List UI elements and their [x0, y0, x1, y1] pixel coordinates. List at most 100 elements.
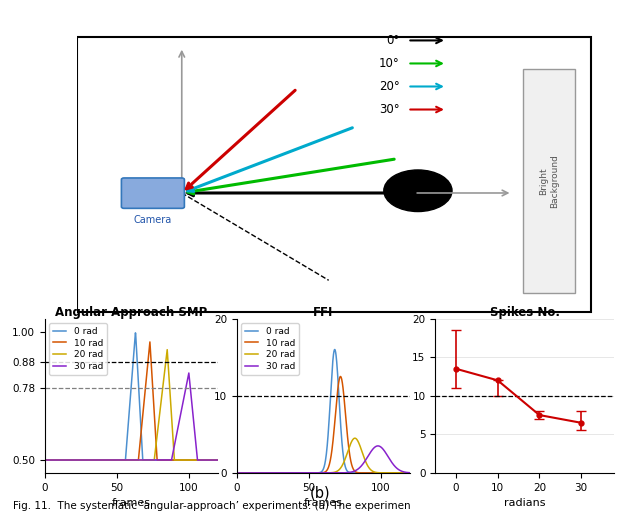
Text: Fig. 11.  The systematic ‘angular-approach’ experiments: (a) The experimen: Fig. 11. The systematic ‘angular-approac… [13, 502, 410, 511]
30 rad [343, 470, 351, 476]
10 rad [382, 470, 390, 476]
20 rad [343, 451, 351, 457]
10 rad [244, 470, 252, 476]
0 rad [331, 346, 339, 353]
10 rad [141, 388, 149, 394]
10 rad [190, 457, 198, 463]
20 rad [146, 457, 154, 463]
30 rad [172, 435, 180, 441]
30 rad [151, 457, 159, 463]
Text: (b): (b) [310, 485, 330, 500]
0 rad [343, 468, 351, 474]
Line: 30 rad: 30 rad [45, 373, 218, 460]
0 rad [41, 457, 49, 463]
30 rad [146, 457, 154, 463]
10 rad [151, 424, 159, 430]
FancyBboxPatch shape [122, 178, 184, 208]
20 rad [382, 470, 390, 476]
0 rad [382, 470, 390, 476]
0 rad [141, 457, 149, 463]
Bar [523, 69, 575, 293]
30 rad [185, 370, 193, 376]
30 rad [190, 420, 198, 427]
Line: 0 rad: 0 rad [45, 333, 218, 460]
Text: 20°: 20° [379, 80, 399, 93]
Text: Camera: Camera [134, 215, 172, 225]
Line: 10 rad: 10 rad [237, 377, 410, 473]
0 rad [333, 368, 341, 374]
10 rad [41, 457, 49, 463]
Line: 20 rad: 20 rad [237, 438, 410, 473]
20 rad [364, 463, 372, 469]
0 rad [146, 457, 154, 463]
Text: 0°: 0° [387, 34, 399, 47]
Line: 0 rad: 0 rad [237, 350, 410, 473]
30 rad [214, 457, 221, 463]
0 rad [52, 457, 60, 463]
20 rad [406, 470, 413, 476]
10 rad [146, 341, 154, 347]
20 rad [151, 451, 159, 457]
10 rad [172, 457, 180, 463]
10 rad [146, 339, 154, 345]
X-axis label: radians: radians [504, 498, 545, 508]
0 rad [214, 457, 221, 463]
10 rad [214, 457, 221, 463]
Text: 30°: 30° [379, 103, 399, 116]
20 rad [172, 457, 180, 463]
20 rad [338, 463, 346, 469]
20 rad [244, 470, 252, 476]
Text: (a): (a) [323, 332, 344, 346]
30 rad [141, 457, 149, 463]
0 rad [364, 470, 372, 476]
20 rad [141, 457, 149, 463]
Text: Bright
Background: Bright Background [540, 154, 559, 208]
0 rad [406, 470, 413, 476]
0 rad [233, 470, 241, 476]
10 rad [364, 470, 372, 476]
Line: 20 rad: 20 rad [45, 350, 218, 460]
0 rad [132, 330, 140, 336]
20 rad [163, 346, 171, 353]
20 rad [52, 457, 60, 463]
Line: 10 rad: 10 rad [45, 342, 218, 460]
30 rad [406, 470, 413, 476]
X-axis label: frames: frames [112, 498, 150, 508]
20 rad [214, 457, 221, 463]
10 rad [343, 429, 351, 435]
X-axis label: frames: frames [304, 498, 342, 508]
Title: Angular Approach SMP: Angular Approach SMP [55, 306, 207, 319]
30 rad [233, 470, 241, 476]
30 rad [374, 443, 382, 449]
20 rad [41, 457, 49, 463]
Text: 10°: 10° [379, 57, 399, 70]
Title: FFI: FFI [313, 306, 333, 319]
20 rad [233, 470, 241, 476]
0 rad [172, 457, 180, 463]
10 rad [52, 457, 60, 463]
10 rad [333, 392, 341, 398]
0 rad [151, 457, 159, 463]
Circle shape [384, 170, 452, 212]
0 rad [338, 439, 346, 445]
Legend: 0 rad, 10 rad, 20 rad, 30 rad: 0 rad, 10 rad, 20 rad, 30 rad [241, 323, 299, 375]
0 rad [244, 470, 252, 476]
10 rad [233, 470, 241, 476]
30 rad [244, 470, 252, 476]
30 rad [41, 457, 49, 463]
20 rad [333, 468, 341, 474]
30 rad [333, 470, 341, 476]
Line: 30 rad: 30 rad [237, 446, 410, 473]
10 rad [337, 374, 344, 380]
10 rad [406, 470, 413, 476]
Title: Spikes No.: Spikes No. [490, 306, 560, 319]
10 rad [338, 377, 346, 383]
20 rad [351, 435, 359, 442]
20 rad [190, 457, 198, 463]
30 rad [52, 457, 60, 463]
0 rad [190, 457, 198, 463]
Legend: 0 rad, 10 rad, 20 rad, 30 rad: 0 rad, 10 rad, 20 rad, 30 rad [49, 323, 107, 375]
30 rad [364, 453, 372, 460]
30 rad [338, 470, 346, 476]
30 rad [382, 450, 390, 456]
